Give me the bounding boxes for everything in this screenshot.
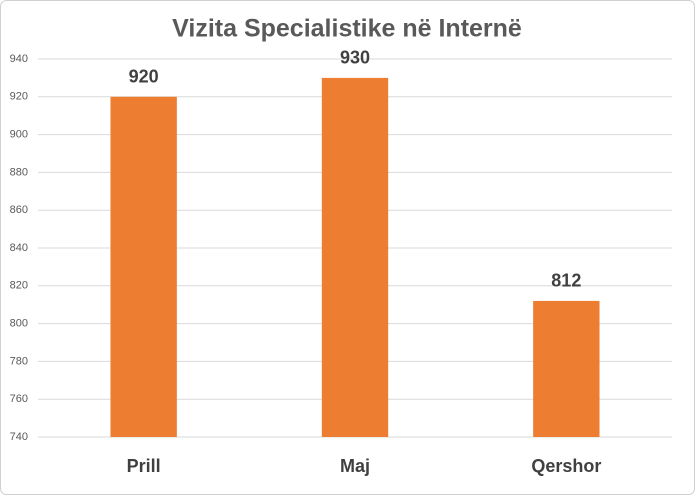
data-label: 930 (340, 48, 370, 68)
y-tick-label: 840 (10, 242, 28, 254)
y-tick-label: 900 (10, 129, 28, 141)
y-tick-label: 880 (10, 166, 28, 178)
y-tick-label: 800 (10, 318, 28, 330)
chart-title: Vizita Specialistike në Internë (172, 15, 522, 43)
y-tick-label: 920 (10, 91, 28, 103)
bar (110, 96, 177, 438)
y-tick-label: 780 (10, 355, 28, 367)
y-tick-label: 860 (10, 204, 28, 216)
x-tick-label: Prill (127, 456, 161, 476)
data-label: 812 (551, 271, 581, 291)
data-label: 920 (129, 67, 159, 87)
x-tick-label: Maj (340, 456, 370, 476)
y-tick-label: 760 (10, 393, 28, 405)
y-tick-label: 820 (10, 280, 28, 292)
bar (533, 300, 600, 437)
y-tick-label: 740 (10, 431, 28, 443)
y-tick-label: 940 (10, 53, 28, 65)
x-tick-label: Qershor (531, 456, 601, 476)
bar (321, 77, 389, 438)
